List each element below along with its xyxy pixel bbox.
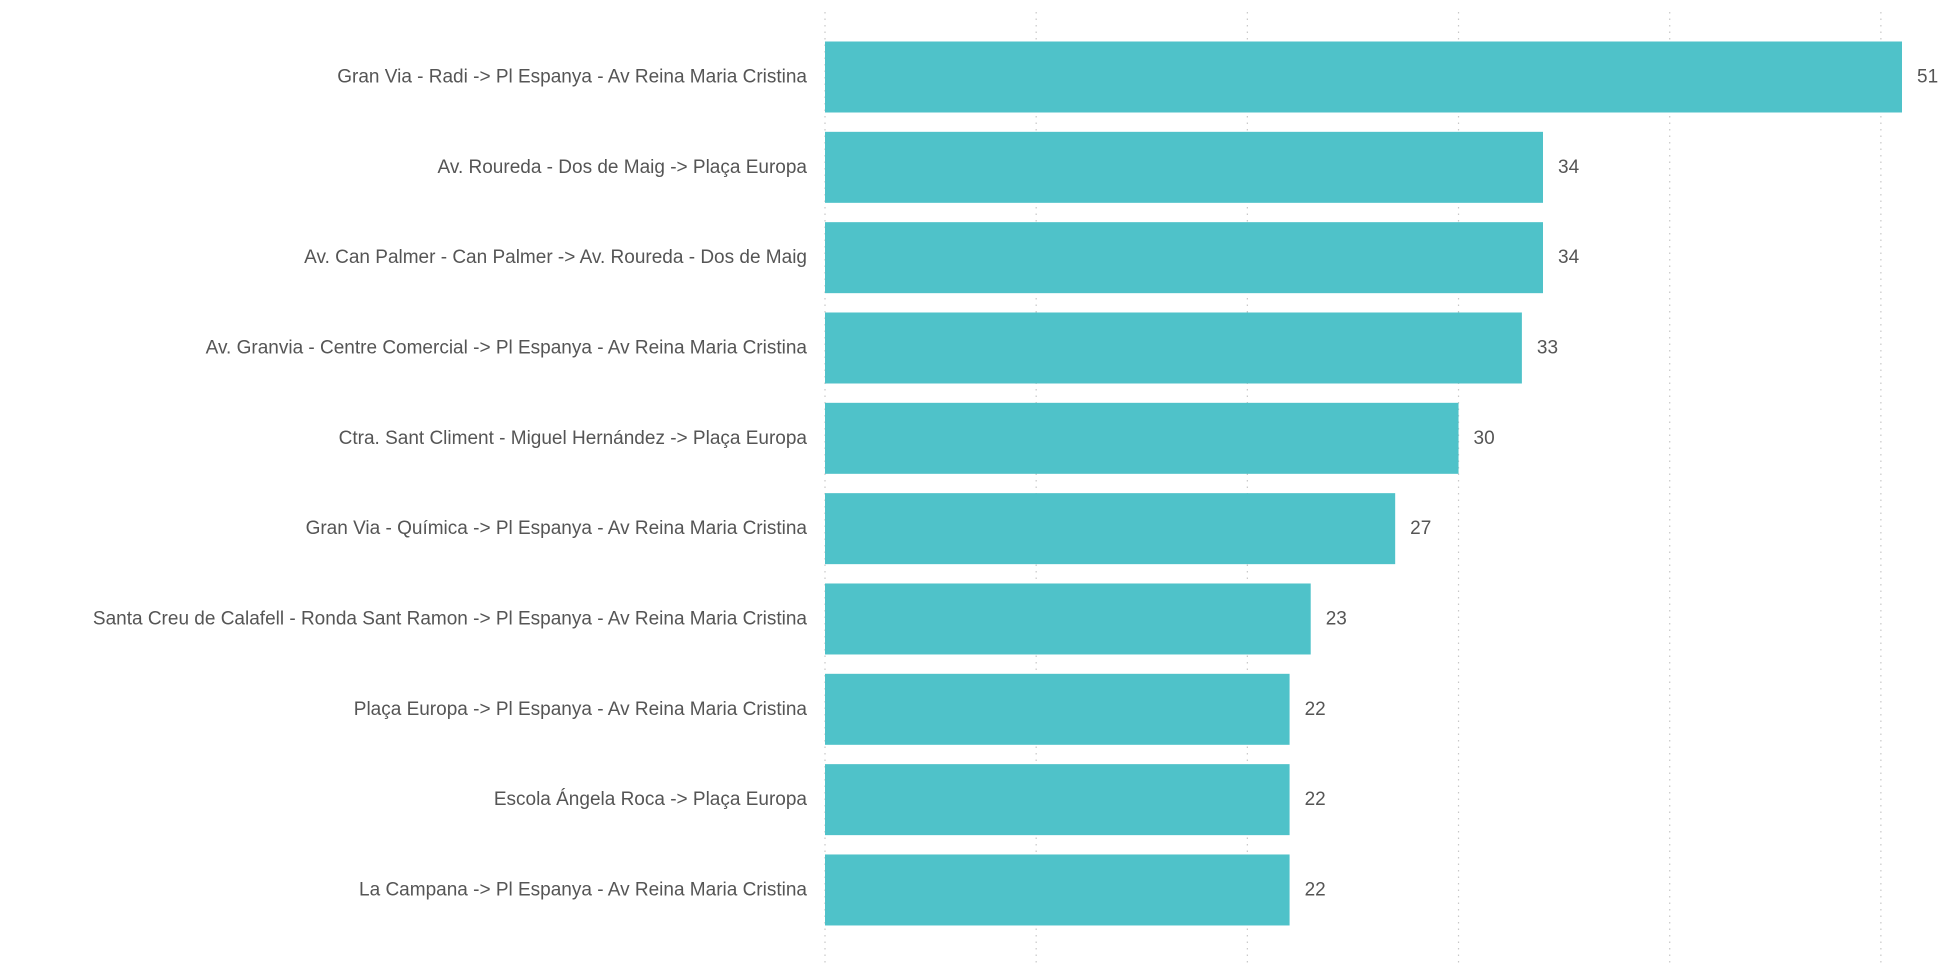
category-labels: Gran Via - Radi -> Pl Espanya - Av Reina… xyxy=(93,67,808,901)
bar[interactable] xyxy=(825,222,1543,294)
value-label: 23 xyxy=(1326,608,1347,629)
value-label: 33 xyxy=(1537,337,1558,358)
category-label: Av. Granvia - Centre Comercial -> Pl Esp… xyxy=(206,337,808,358)
category-label: Ctra. Sant Climent - Miguel Hernández ->… xyxy=(339,428,808,449)
category-label: Gran Via - Química -> Pl Espanya - Av Re… xyxy=(306,518,808,539)
bars xyxy=(825,41,1902,926)
bar[interactable] xyxy=(825,493,1396,565)
bar[interactable] xyxy=(825,41,1902,113)
category-label: Escola Ángela Roca -> Plaça Europa xyxy=(494,789,808,810)
category-label: Av. Roureda - Dos de Maig -> Plaça Europ… xyxy=(438,157,808,178)
category-label: Gran Via - Radi -> Pl Espanya - Av Reina… xyxy=(337,67,807,88)
category-label: Av. Can Palmer - Can Palmer -> Av. Roure… xyxy=(304,247,807,268)
bar[interactable] xyxy=(825,312,1522,384)
value-label: 34 xyxy=(1558,157,1580,178)
value-labels: 51 34 34 33 30 27 23 22 22 22 xyxy=(1305,67,1939,901)
category-label: Plaça Europa -> Pl Espanya - Av Reina Ma… xyxy=(354,699,808,720)
bar[interactable] xyxy=(825,854,1290,926)
bar[interactable] xyxy=(825,764,1290,836)
bar[interactable] xyxy=(825,673,1290,745)
bar[interactable] xyxy=(825,131,1543,203)
value-label: 22 xyxy=(1305,699,1326,720)
value-label: 22 xyxy=(1305,879,1326,900)
category-label: La Campana -> Pl Espanya - Av Reina Mari… xyxy=(359,879,807,900)
gridlines xyxy=(824,12,1882,963)
value-label: 27 xyxy=(1410,518,1431,539)
value-label: 30 xyxy=(1474,428,1495,449)
category-label: Santa Creu de Calafell - Ronda Sant Ramo… xyxy=(93,608,808,629)
value-label: 34 xyxy=(1558,247,1580,268)
value-label: 22 xyxy=(1305,789,1326,810)
bar[interactable] xyxy=(825,583,1311,655)
bar[interactable] xyxy=(825,402,1459,474)
value-label: 51 xyxy=(1917,67,1938,88)
